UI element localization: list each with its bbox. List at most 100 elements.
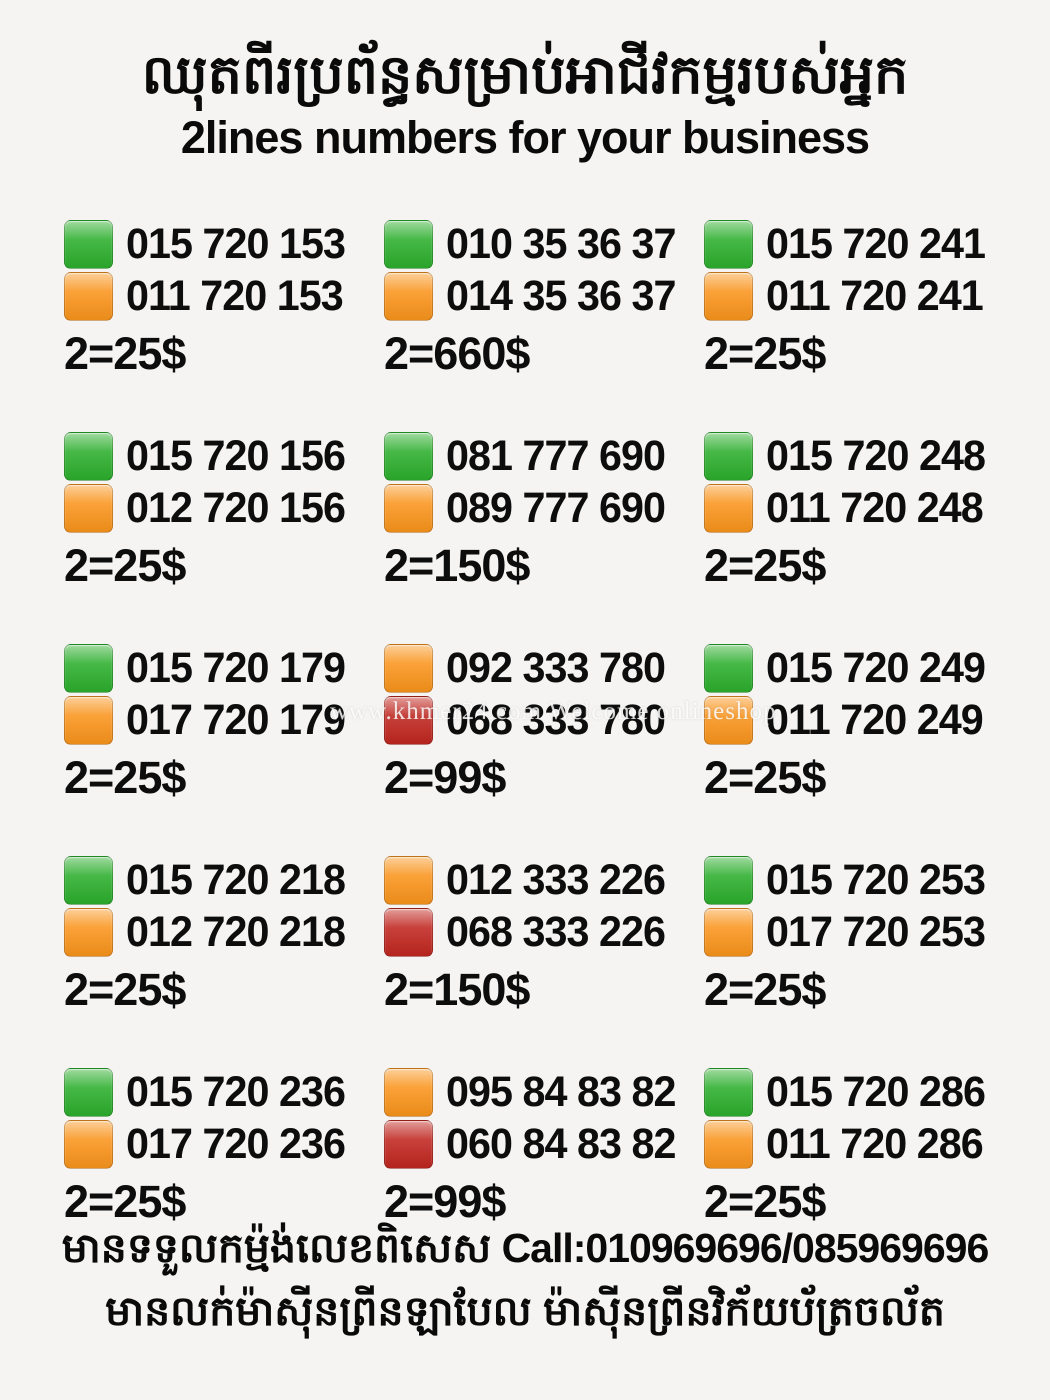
- phone-number: 011 720 248: [766, 483, 984, 532]
- green-square-icon: [704, 431, 753, 481]
- phone-number: 010 35 36 37: [446, 219, 676, 268]
- pair-price: 2=150$: [384, 540, 530, 591]
- number-pair-listing: 092 333 780 068 333 780 2=99$: [384, 642, 704, 808]
- phone-number: 011 720 249: [766, 695, 984, 744]
- phone-number: 015 720 248: [766, 431, 986, 480]
- number-line-1: 015 720 286: [704, 1066, 1028, 1118]
- orange-square-icon: [384, 1067, 433, 1117]
- green-square-icon: [64, 219, 113, 269]
- footer-contact-line: មានទទួលកម្ម៉ង់លេខពិសេស Call:010969696/08…: [0, 1228, 1050, 1269]
- phone-number: 092 333 780: [446, 643, 666, 692]
- footer-khmer-offer: មានទទួលកម្ម៉ង់លេខពិសេស: [61, 1225, 492, 1271]
- orange-square-icon: [704, 271, 753, 321]
- pair-price: 2=25$: [704, 1176, 826, 1227]
- number-line-1: 092 333 780: [384, 642, 704, 694]
- phone-number: 011 720 241: [766, 271, 984, 320]
- number-pair-listing: 015 720 179 017 720 179 2=25$: [64, 642, 384, 808]
- red-square-icon: [384, 1119, 433, 1169]
- number-pair-listing: 015 720 286 011 720 286 2=25$: [704, 1066, 1028, 1232]
- number-pair-listing: 015 720 156 012 720 156 2=25$: [64, 430, 384, 596]
- number-line-2: 011 720 286: [704, 1118, 1028, 1170]
- pair-price: 2=25$: [64, 540, 186, 591]
- orange-square-icon: [64, 271, 113, 321]
- footer: មានទទួលកម្ម៉ង់លេខពិសេស Call:010969696/08…: [0, 1228, 1050, 1332]
- pair-price: 2=660$: [384, 328, 530, 379]
- orange-square-icon: [384, 855, 433, 905]
- pair-price: 2=99$: [384, 1176, 506, 1227]
- number-pair-listing: 015 720 253 017 720 253 2=25$: [704, 854, 1028, 1020]
- number-line-1: 015 720 179: [64, 642, 384, 694]
- number-pair-listing: 015 720 236 017 720 236 2=25$: [64, 1066, 384, 1232]
- number-line-2: 017 720 253: [704, 906, 1028, 958]
- number-pair-listing: 095 84 83 82 060 84 83 82 2=99$: [384, 1066, 704, 1232]
- green-square-icon: [704, 1067, 753, 1117]
- number-pair-listing: 081 777 690 089 777 690 2=150$: [384, 430, 704, 596]
- number-line-1: 015 720 236: [64, 1066, 384, 1118]
- number-line-1: 081 777 690: [384, 430, 704, 482]
- number-line-1: 015 720 241: [704, 218, 1028, 270]
- phone-number: 015 720 253: [766, 855, 986, 904]
- number-line-2: 017 720 179: [64, 694, 384, 746]
- green-square-icon: [64, 855, 113, 905]
- number-line-1: 015 720 153: [64, 218, 384, 270]
- orange-square-icon: [704, 1119, 753, 1169]
- phone-number: 012 333 226: [446, 855, 666, 904]
- listings-grid: 015 720 153 011 720 153 2=25$ 010 35 36 …: [64, 218, 1028, 1232]
- green-square-icon: [704, 219, 753, 269]
- number-line-1: 015 720 218: [64, 854, 384, 906]
- phone-number: 014 35 36 37: [446, 271, 676, 320]
- number-line-2: 060 84 83 82: [384, 1118, 704, 1170]
- pair-price: 2=25$: [64, 752, 186, 803]
- number-pair-listing: 015 720 153 011 720 153 2=25$: [64, 218, 384, 384]
- pair-price: 2=25$: [704, 964, 826, 1015]
- pair-price: 2=99$: [384, 752, 506, 803]
- number-pair-listing: 010 35 36 37 014 35 36 37 2=660$: [384, 218, 704, 384]
- phone-number: 015 720 241: [766, 219, 986, 268]
- number-line-2: 012 720 218: [64, 906, 384, 958]
- phone-number: 011 720 286: [766, 1119, 984, 1168]
- red-square-icon: [384, 907, 433, 957]
- phone-number: 012 720 156: [126, 483, 346, 532]
- orange-square-icon: [64, 695, 113, 745]
- phone-number: 015 720 156: [126, 431, 346, 480]
- number-line-2: 011 720 249: [704, 694, 1028, 746]
- phone-number: 011 720 153: [126, 271, 344, 320]
- green-square-icon: [64, 1067, 113, 1117]
- phone-number: 015 720 153: [126, 219, 346, 268]
- green-square-icon: [384, 219, 433, 269]
- orange-square-icon: [384, 483, 433, 533]
- orange-square-icon: [384, 643, 433, 693]
- number-line-2: 011 720 241: [704, 270, 1028, 322]
- pair-price: 2=25$: [64, 964, 186, 1015]
- number-pair-listing: 015 720 218 012 720 218 2=25$: [64, 854, 384, 1020]
- number-line-1: 010 35 36 37: [384, 218, 704, 270]
- green-square-icon: [64, 643, 113, 693]
- number-pair-listing: 015 720 248 011 720 248 2=25$: [704, 430, 1028, 596]
- number-line-1: 015 720 156: [64, 430, 384, 482]
- green-square-icon: [384, 431, 433, 481]
- orange-square-icon: [704, 907, 753, 957]
- number-line-2: 068 333 226: [384, 906, 704, 958]
- pair-price: 2=25$: [704, 540, 826, 591]
- number-line-1: 015 720 253: [704, 854, 1028, 906]
- number-line-2: 014 35 36 37: [384, 270, 704, 322]
- orange-square-icon: [384, 271, 433, 321]
- page-subtitle: 2lines numbers for your business: [180, 111, 870, 163]
- number-line-1: 015 720 249: [704, 642, 1028, 694]
- phone-number: 089 777 690: [446, 483, 666, 532]
- number-pair-listing: 015 720 241 011 720 241 2=25$: [704, 218, 1028, 384]
- footer-call-numbers: Call:010969696/085969696: [491, 1225, 990, 1271]
- orange-square-icon: [704, 483, 753, 533]
- number-line-2: 012 720 156: [64, 482, 384, 534]
- phone-number: 017 720 253: [766, 907, 986, 956]
- green-square-icon: [704, 855, 753, 905]
- phone-number: 015 720 218: [126, 855, 346, 904]
- phone-number: 060 84 83 82: [446, 1119, 676, 1168]
- number-line-2: 011 720 248: [704, 482, 1028, 534]
- number-line-2: 011 720 153: [64, 270, 384, 322]
- number-line-2: 068 333 780: [384, 694, 704, 746]
- phone-number: 081 777 690: [446, 431, 666, 480]
- page-title-khmer: ឈុតពីរប្រព័ន្ធសម្រាប់អាជីវកម្មរបស់អ្នក: [141, 45, 909, 105]
- pair-price: 2=25$: [64, 1176, 186, 1227]
